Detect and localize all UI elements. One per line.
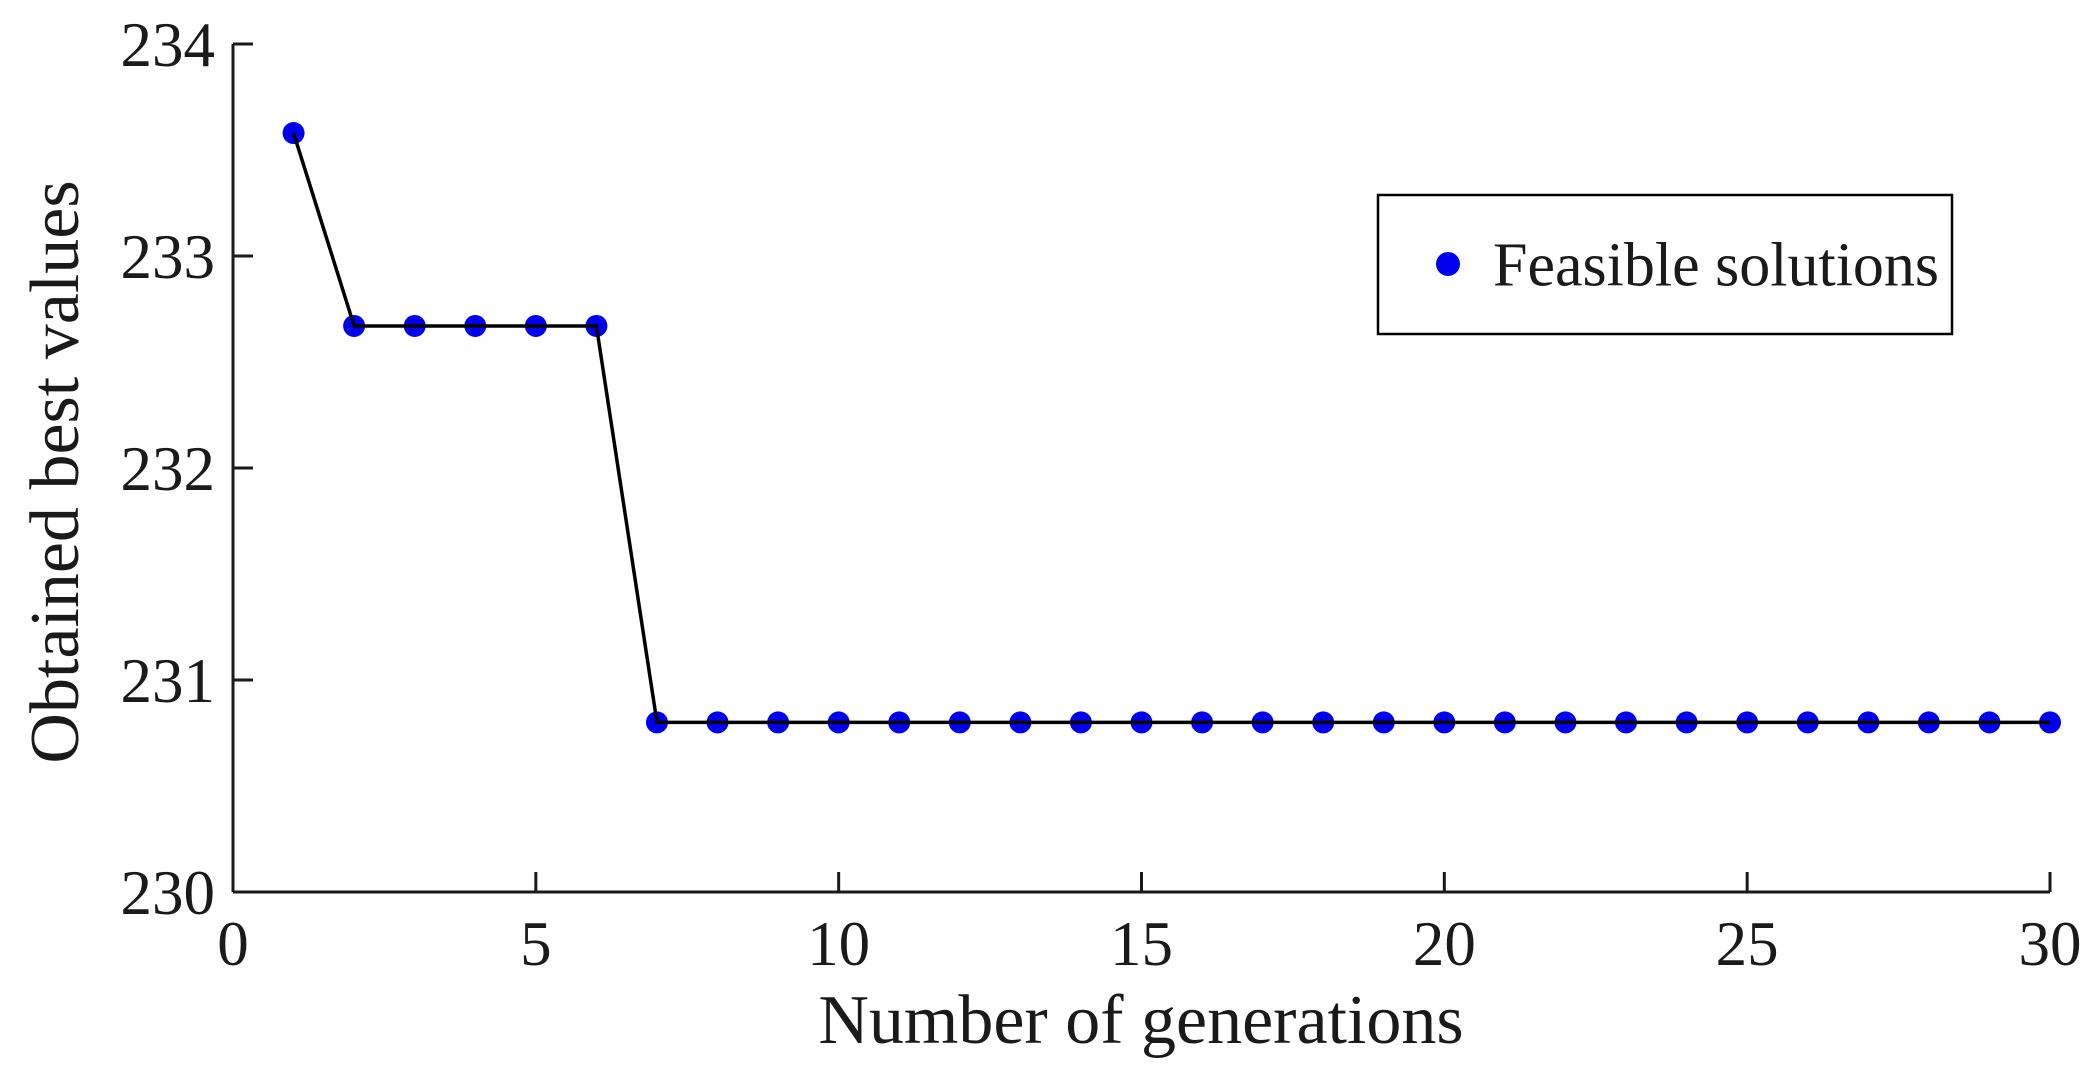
- x-tick-label: 20: [1413, 909, 1476, 979]
- x-tick-label: 10: [807, 909, 870, 979]
- y-tick-label: 230: [121, 858, 216, 928]
- data-series: [282, 122, 2061, 734]
- legend-marker-circle-icon: [1436, 252, 1460, 276]
- x-tick-label: 30: [2019, 909, 2082, 979]
- x-tick-label: 5: [520, 909, 552, 979]
- y-tick-label: 231: [121, 646, 216, 716]
- y-axis-label: Obtained best values: [17, 180, 94, 763]
- data-line: [291, 132, 2050, 725]
- y-tick-label: 234: [121, 10, 216, 80]
- axes: 230 231 232 233 234 0 5 10 15 20 25 30: [121, 10, 2082, 979]
- y-tick-label: 233: [121, 222, 216, 292]
- y-tick-label: 232: [121, 434, 216, 504]
- x-axis-label: Number of generations: [818, 982, 1463, 1059]
- legend: Feasible solutions: [1376, 193, 1954, 336]
- x-tick-label: 25: [1716, 909, 1779, 979]
- x-tick-label: 15: [1110, 909, 1173, 979]
- legend-border: [1376, 193, 1954, 336]
- legend-label: Feasible solutions: [1493, 232, 1939, 300]
- x-tick-label: 0: [217, 909, 249, 979]
